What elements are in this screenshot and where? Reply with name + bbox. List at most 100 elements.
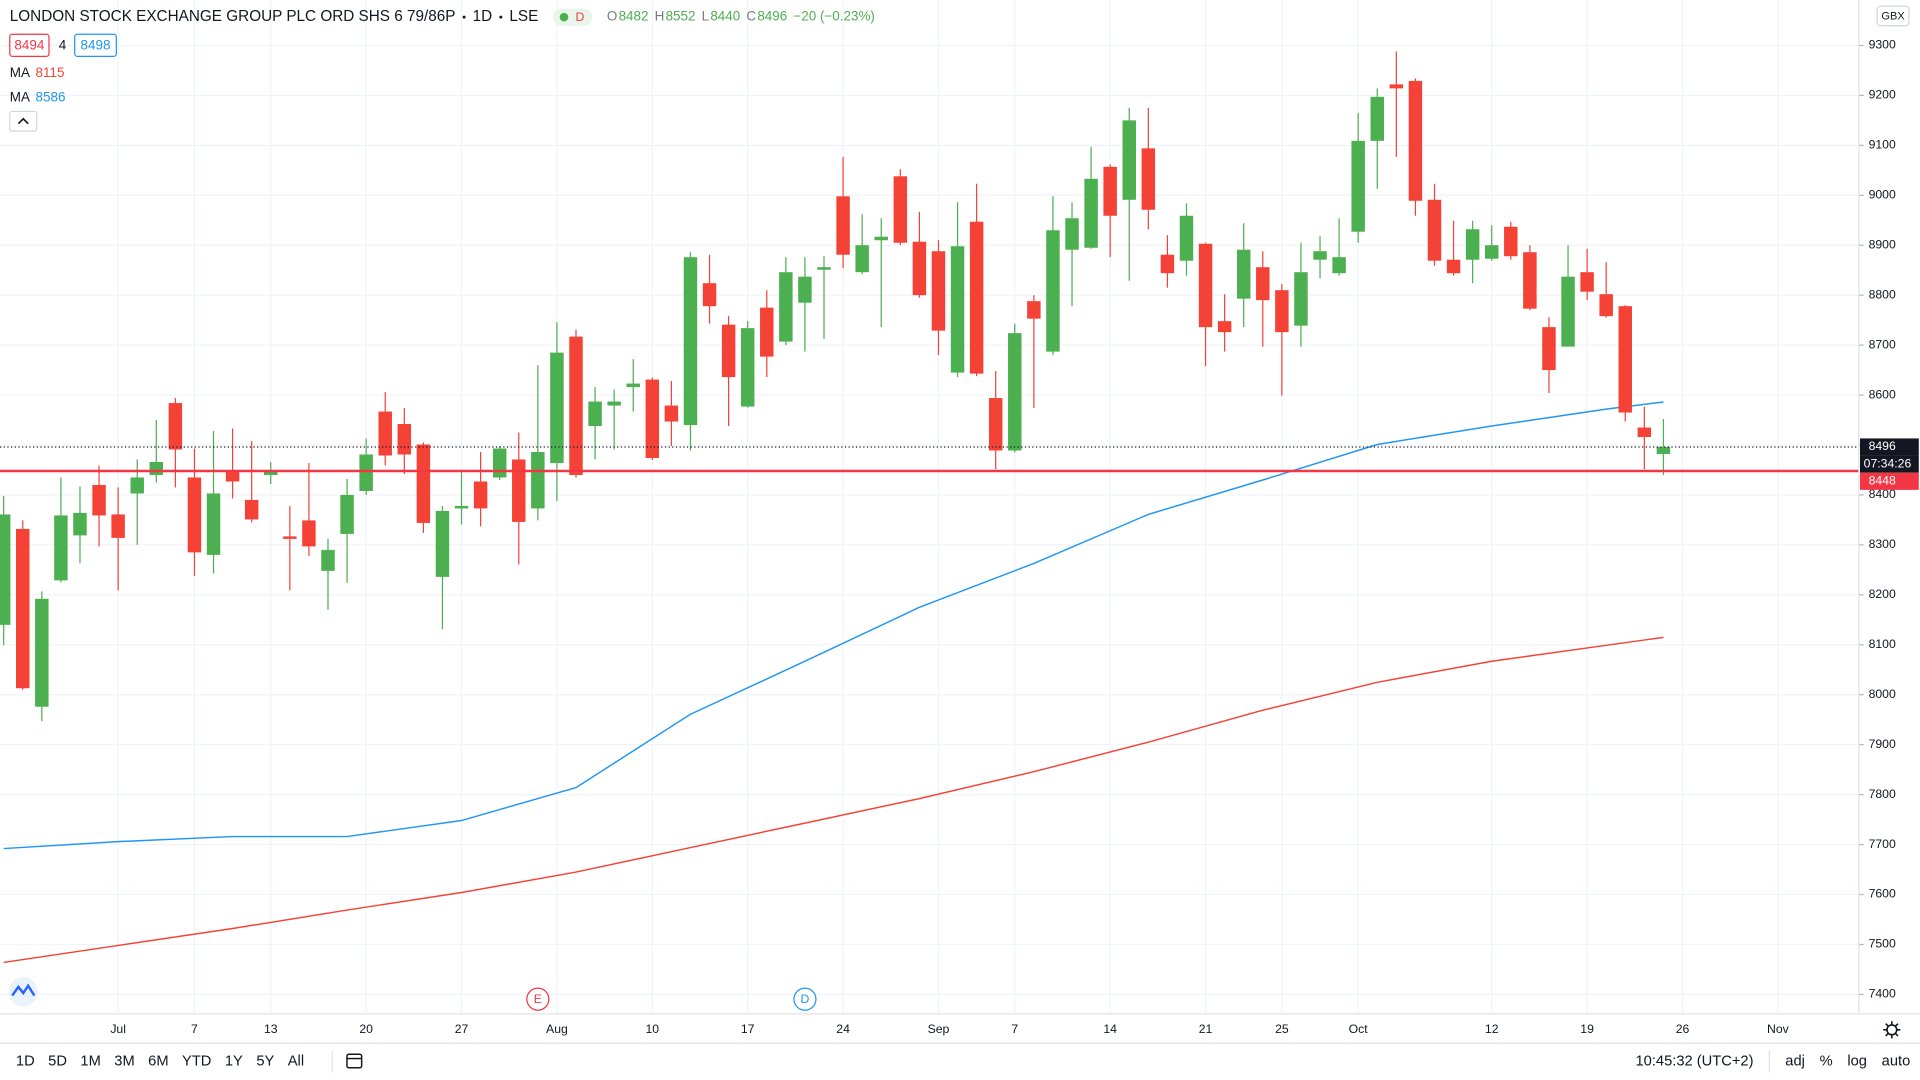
ohlc-key: L bbox=[702, 9, 710, 24]
clock: 10:45:32 (UTC+2) bbox=[1636, 1054, 1754, 1070]
x-tick-label: 26 bbox=[1676, 1022, 1690, 1036]
candle-body bbox=[760, 307, 774, 357]
scale-button[interactable]: adj bbox=[1785, 1054, 1805, 1070]
grid: 7400 7500 7600 7700 7800 7900 8000 8100 8200 8300… bbox=[0, 0, 1896, 1036]
candle-body bbox=[1103, 166, 1117, 216]
candle-body bbox=[1370, 96, 1384, 141]
candle-body bbox=[302, 520, 316, 547]
legend-value: 8115 bbox=[36, 65, 65, 80]
candle-body bbox=[359, 454, 373, 491]
candle-body bbox=[874, 236, 888, 241]
event-label: E bbox=[534, 992, 542, 1006]
candle-body bbox=[1599, 294, 1613, 317]
y-tick-label: 9000 bbox=[1869, 188, 1896, 202]
candle-body bbox=[0, 514, 11, 625]
exchange-label: LSE bbox=[509, 8, 538, 25]
candle-body bbox=[893, 176, 908, 243]
y-tick-label: 7900 bbox=[1869, 737, 1896, 751]
moving-average-line bbox=[3, 401, 1664, 850]
y-tick-label: 8200 bbox=[1869, 587, 1896, 601]
candle-body bbox=[454, 505, 469, 509]
candle-body bbox=[569, 336, 583, 475]
candle-body bbox=[779, 272, 793, 342]
ohlc-value: 8552 bbox=[666, 9, 696, 24]
bid-box[interactable] bbox=[9, 33, 50, 57]
candle-body bbox=[1122, 120, 1136, 200]
ask-value: 8498 bbox=[81, 37, 111, 52]
range-button[interactable]: YTD bbox=[182, 1054, 211, 1070]
status-label: D bbox=[576, 10, 585, 24]
x-tick-label: 24 bbox=[836, 1022, 850, 1036]
x-tick-label: Jul bbox=[110, 1022, 126, 1036]
currency-box[interactable] bbox=[1876, 5, 1910, 27]
x-tick-label: Oct bbox=[1349, 1022, 1369, 1036]
ask-box[interactable] bbox=[74, 33, 117, 57]
range-button[interactable]: 1Y bbox=[225, 1054, 243, 1070]
candle-body bbox=[435, 510, 450, 577]
x-tick-label: 21 bbox=[1199, 1022, 1213, 1036]
candle-body bbox=[645, 379, 660, 458]
candle-body bbox=[740, 328, 755, 407]
scale-button[interactable]: auto bbox=[1882, 1054, 1911, 1070]
range-button[interactable]: All bbox=[288, 1054, 304, 1070]
calendar-icon[interactable] bbox=[346, 1053, 363, 1069]
scale-button[interactable]: log bbox=[1847, 1054, 1867, 1070]
candle-body bbox=[473, 481, 488, 509]
y-tick-label: 8400 bbox=[1869, 487, 1896, 501]
bid-value: 8494 bbox=[14, 37, 44, 52]
collapse-icon bbox=[17, 117, 29, 125]
collapse-button[interactable] bbox=[9, 110, 38, 132]
x-tick-label: Nov bbox=[1767, 1022, 1790, 1036]
status-badge bbox=[552, 8, 593, 26]
candle-body bbox=[931, 251, 946, 331]
candle-body bbox=[1504, 226, 1518, 257]
range-button[interactable]: 1M bbox=[80, 1054, 100, 1070]
candle-body bbox=[283, 536, 297, 539]
candle-body bbox=[1256, 267, 1270, 301]
candle-body bbox=[54, 515, 68, 581]
candle-body bbox=[950, 246, 965, 373]
range-button[interactable]: 5Y bbox=[256, 1054, 274, 1070]
event-marker[interactable] bbox=[526, 987, 550, 1011]
range-button[interactable]: 3M bbox=[114, 1054, 134, 1070]
y-tick-label: 9100 bbox=[1869, 138, 1896, 152]
candle-body bbox=[244, 499, 259, 520]
y-tick-label: 8000 bbox=[1869, 687, 1896, 701]
y-tick-label: 9200 bbox=[1869, 88, 1896, 102]
candle-body bbox=[1523, 252, 1537, 309]
countdown-label: 07:34:26 bbox=[1864, 456, 1912, 470]
last-price-badge bbox=[1860, 438, 1919, 456]
ohlc-key: H bbox=[655, 9, 665, 24]
y-tick-label: 8800 bbox=[1869, 287, 1896, 301]
candle-body bbox=[206, 493, 221, 555]
line-price-label: 8448 bbox=[1869, 474, 1896, 488]
candle-body bbox=[1408, 80, 1423, 201]
range-button[interactable]: 6M bbox=[148, 1054, 168, 1070]
y-tick-label: 7800 bbox=[1869, 787, 1896, 801]
x-tick-label: Aug bbox=[546, 1022, 568, 1036]
candle-body bbox=[340, 494, 354, 534]
separator-dot bbox=[462, 15, 466, 19]
candle-body bbox=[111, 514, 125, 538]
candle-body bbox=[1351, 140, 1365, 232]
candle-body bbox=[702, 283, 717, 307]
settings-icon[interactable] bbox=[1883, 1021, 1901, 1039]
range-button[interactable]: 5D bbox=[48, 1054, 67, 1070]
candle-body bbox=[1046, 230, 1060, 352]
candle-body bbox=[492, 448, 507, 478]
candle-body bbox=[626, 383, 640, 388]
range-button[interactable]: 1D bbox=[16, 1054, 35, 1070]
status-dot bbox=[559, 12, 569, 22]
candle-body bbox=[1637, 427, 1652, 438]
x-tick-label: 12 bbox=[1485, 1022, 1499, 1036]
last-price-label: 8496 bbox=[1869, 439, 1896, 453]
candle-body bbox=[1027, 301, 1041, 319]
candle-body bbox=[92, 484, 106, 516]
candle-body bbox=[73, 512, 87, 536]
candle-body bbox=[683, 257, 698, 426]
x-tick-label: 7 bbox=[1011, 1022, 1018, 1036]
candle-body bbox=[1160, 254, 1175, 274]
scale-button[interactable]: % bbox=[1820, 1054, 1833, 1070]
event-marker[interactable] bbox=[793, 987, 817, 1011]
